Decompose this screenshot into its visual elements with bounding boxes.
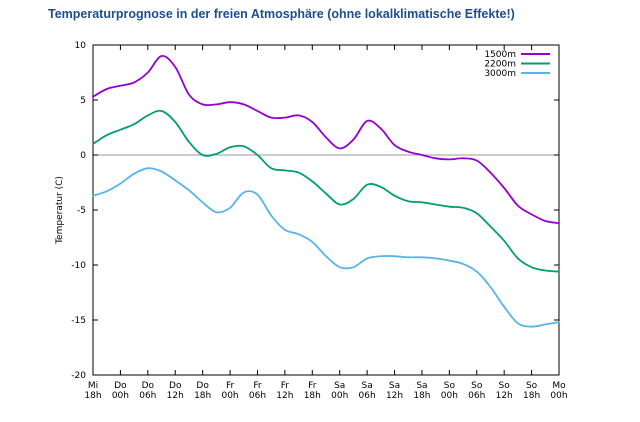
y-tick-label: -5 bbox=[77, 206, 86, 216]
x-tick-label-hour: 00h bbox=[441, 391, 458, 401]
y-tick-label: -10 bbox=[71, 261, 86, 271]
page-title: Temperaturprognose in der freien Atmosph… bbox=[48, 7, 515, 21]
x-tick-label-hour: 18h bbox=[523, 391, 540, 401]
legend-label: 2200m bbox=[484, 60, 516, 70]
x-tick-label-day: Mi bbox=[88, 381, 98, 391]
x-tick-label-day: Sa bbox=[416, 381, 427, 391]
x-tick-label-day: So bbox=[526, 381, 538, 391]
y-tick-label: -15 bbox=[71, 316, 86, 326]
x-tick-label-hour: 00h bbox=[112, 391, 129, 401]
series-layer bbox=[92, 55, 560, 328]
x-tick-label-day: Do bbox=[196, 381, 209, 391]
x-tick-label-day: Fr bbox=[281, 381, 290, 391]
x-tick-label-hour: 12h bbox=[167, 391, 184, 401]
x-tick-label-hour: 06h bbox=[359, 391, 376, 401]
x-tick-label-day: So bbox=[444, 381, 456, 391]
x-axis: Mi18hDo00hDo06hDo12hDo18hFr00hFr06hFr12h… bbox=[84, 45, 568, 401]
x-tick-label-day: Sa bbox=[362, 381, 373, 391]
x-tick-label-day: Do bbox=[114, 381, 127, 391]
x-tick-label-day: So bbox=[471, 381, 483, 391]
x-tick-label-day: Fr bbox=[253, 381, 262, 391]
x-tick-label-hour: 00h bbox=[550, 391, 567, 401]
legend-label: 1500m bbox=[484, 50, 516, 60]
x-tick-label-hour: 12h bbox=[496, 391, 513, 401]
legend-label: 3000m bbox=[484, 69, 516, 79]
x-tick-label-day: Mo bbox=[552, 381, 566, 391]
x-tick-label-day: So bbox=[499, 381, 511, 391]
x-tick-label-hour: 18h bbox=[194, 391, 211, 401]
x-tick-label-day: Do bbox=[169, 381, 182, 391]
y-axis-label: Temperatur (C) bbox=[55, 176, 65, 245]
series-line-1500m bbox=[92, 55, 560, 225]
x-tick-label-day: Sa bbox=[334, 381, 345, 391]
x-tick-label-hour: 06h bbox=[139, 391, 156, 401]
x-tick-label-hour: 00h bbox=[331, 391, 348, 401]
x-tick-label-hour: 12h bbox=[276, 391, 293, 401]
x-tick-label-day: Sa bbox=[389, 381, 400, 391]
x-tick-label-hour: 12h bbox=[386, 391, 403, 401]
x-tick-label-hour: 18h bbox=[84, 391, 101, 401]
y-tick-label: 10 bbox=[75, 41, 87, 51]
series-line-2200m bbox=[92, 109, 560, 273]
x-tick-label-hour: 18h bbox=[304, 391, 321, 401]
x-tick-label-day: Fr bbox=[308, 381, 317, 391]
x-tick-label-day: Do bbox=[142, 381, 155, 391]
x-tick-label-hour: 18h bbox=[413, 391, 430, 401]
y-tick-label: 0 bbox=[80, 151, 86, 161]
y-axis: 10 5 0 -5 -10 -15 -20 bbox=[71, 41, 559, 381]
x-tick-label-hour: 06h bbox=[249, 391, 266, 401]
y-tick-label: 5 bbox=[80, 96, 86, 106]
y-tick-label: -20 bbox=[71, 371, 86, 381]
series-line-3000m bbox=[92, 167, 560, 328]
x-tick-label-day: Fr bbox=[226, 381, 235, 391]
plot-frame bbox=[92, 44, 560, 376]
x-tick-label-hour: 06h bbox=[468, 391, 485, 401]
x-tick-label-hour: 00h bbox=[221, 391, 238, 401]
